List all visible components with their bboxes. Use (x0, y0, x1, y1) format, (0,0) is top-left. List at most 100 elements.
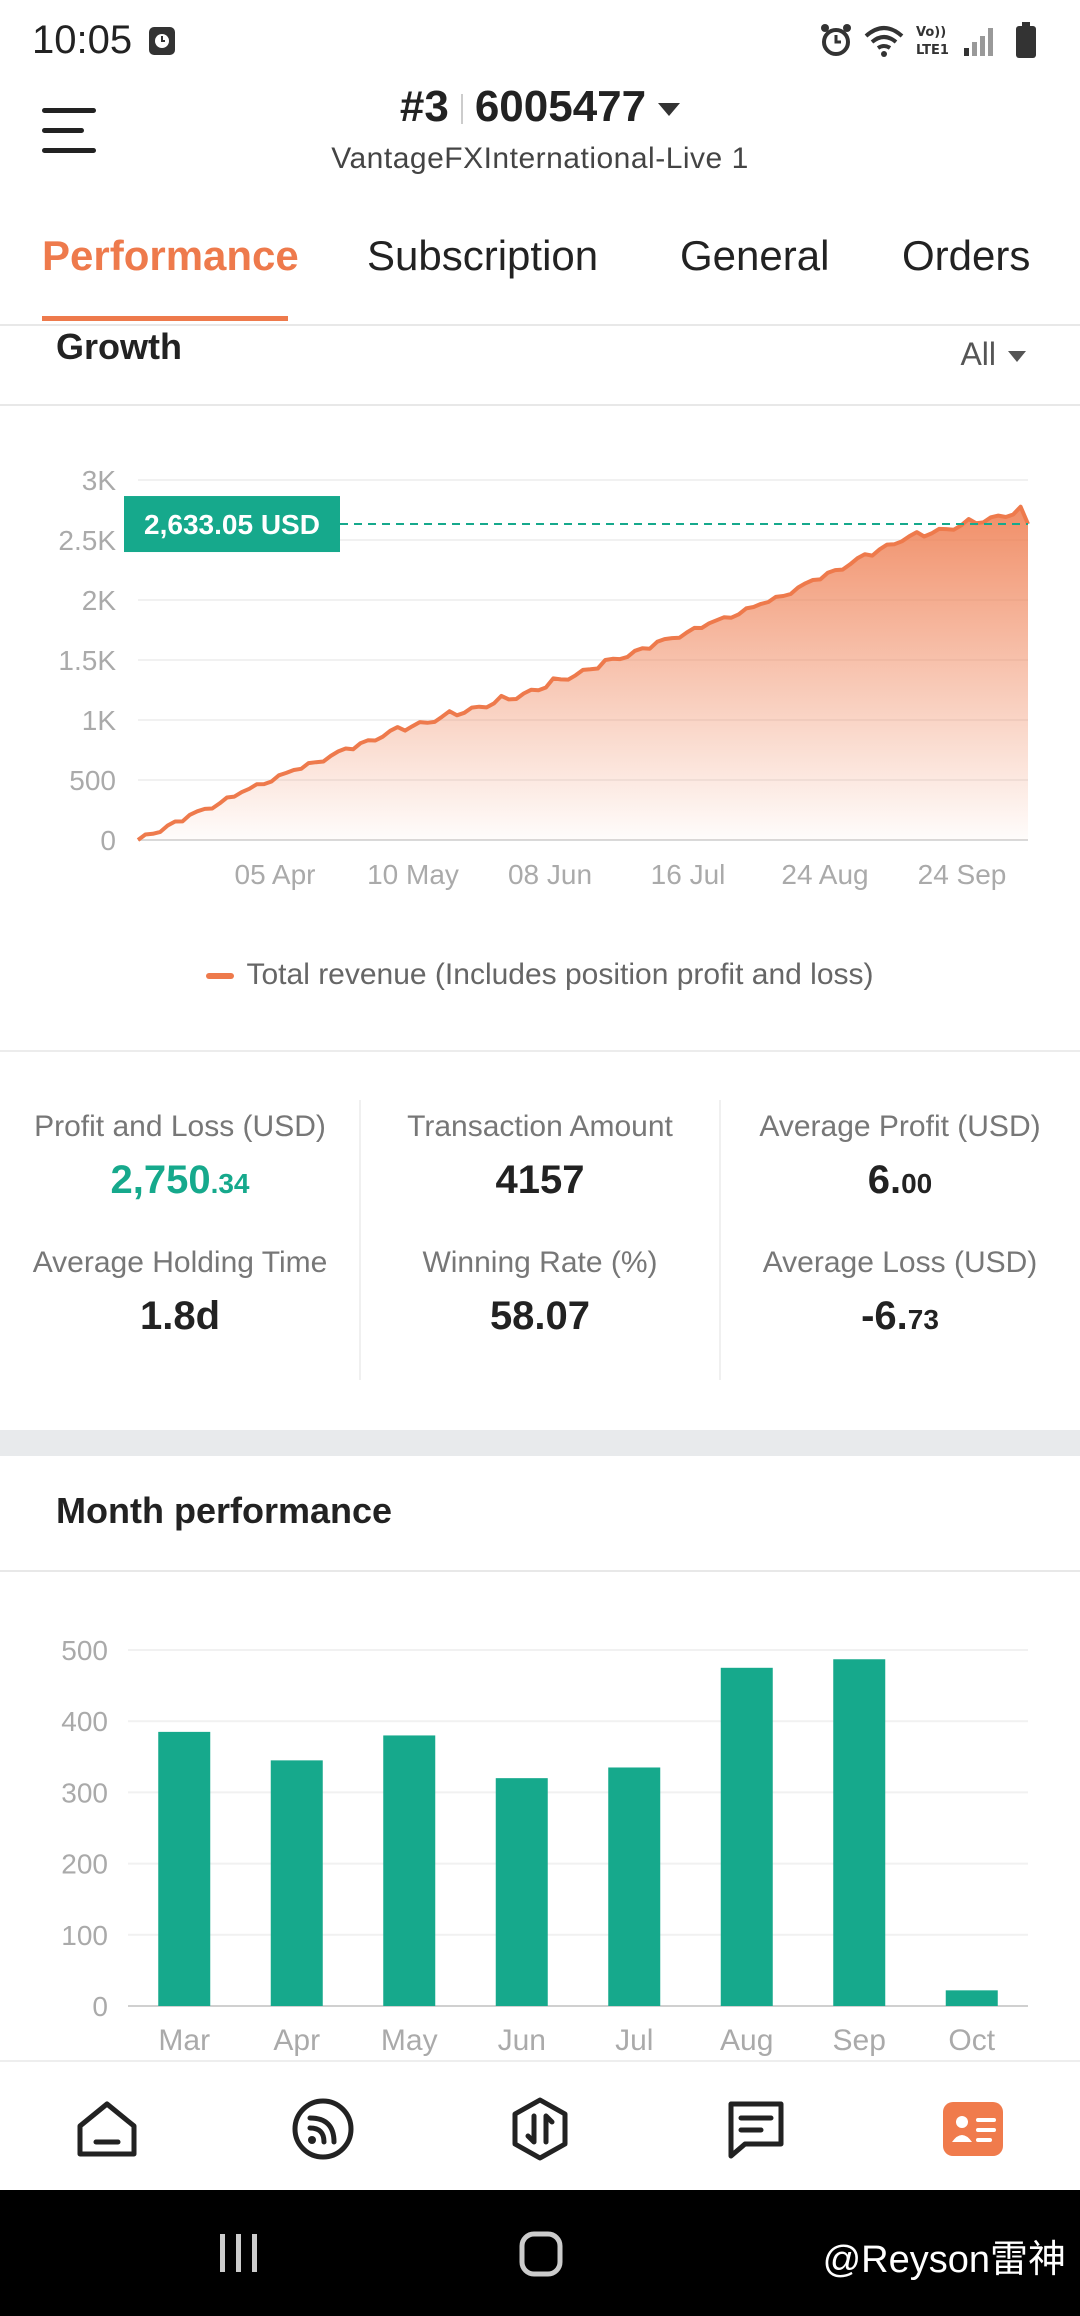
stat-value: 4157 (495, 1158, 585, 1202)
bottom-nav (0, 2060, 1080, 2190)
tab-subscription[interactable]: Subscription (367, 232, 599, 279)
value-tooltip (124, 496, 340, 553)
growth-header: Growth All (0, 326, 1080, 406)
x-tick-label: 08 Jun (508, 859, 592, 890)
growth-area (138, 506, 1028, 840)
battery-icon (1016, 22, 1036, 58)
signal-strength-icon (964, 28, 993, 56)
bar-mar (158, 1731, 211, 2006)
chevron-down-icon (1008, 351, 1026, 363)
bar-oct (945, 1990, 998, 2006)
divider (719, 1100, 721, 1380)
y-tick-label: 500 (61, 1635, 108, 1666)
stat-label: Average Profit (USD) (759, 1110, 1041, 1143)
x-tick-label: 24 Aug (781, 859, 868, 890)
account-number: 6005477 (474, 82, 647, 131)
messages-icon[interactable] (723, 2096, 789, 2162)
stat-value: 58.07 (489, 1294, 591, 1338)
stat-label: Average Loss (USD) (762, 1246, 1038, 1279)
stat-value: 2,750.34 (110, 1158, 250, 1202)
x-tick-label: Mar (158, 2024, 210, 2057)
x-tick-label: 10 May (367, 859, 459, 890)
growth-chart: 0 500 1K 1.5K 2K 2.5K 3K 05 Apr 10 May 08 Jun 16 J… (58, 465, 1030, 890)
menu-button[interactable] (42, 104, 98, 154)
stat-label: Winning Rate (%) (422, 1246, 658, 1279)
y-tick-label: 0 (92, 1991, 108, 2022)
tab-general[interactable]: General (680, 232, 830, 279)
stat-value: 1.8d (139, 1294, 221, 1338)
y-tick-label: 3K (82, 465, 117, 496)
stat-label: Profit and Loss (USD) (34, 1110, 326, 1143)
profile-card-icon[interactable] (940, 2096, 1006, 2162)
home-icon[interactable] (74, 2096, 140, 2162)
account-prefix: #3 (399, 82, 449, 131)
y-tick-label: 0 (100, 825, 116, 856)
growth-filter-dropdown[interactable]: All (960, 336, 1026, 373)
x-tick-label: May (381, 2024, 438, 2057)
tab-performance[interactable]: Performance (42, 232, 299, 279)
wifi-icon (864, 26, 904, 57)
growth-legend: Total revenue (Includes position profit … (0, 958, 1080, 992)
stat-label: Transaction Amount (407, 1110, 673, 1143)
legend-swatch (206, 973, 235, 980)
account-selector[interactable]: #3 6005477 (0, 82, 1080, 132)
x-tick-label: 16 Jul (651, 859, 726, 890)
stat-average-holding-time: Average Holding Time 1.8d (0, 1246, 360, 1339)
bar-jun (495, 1778, 548, 2006)
y-tick-label: 200 (61, 1849, 108, 1880)
x-tick-label: Jun (498, 2024, 546, 2057)
stat-average-profit: Average Profit (USD) 6.00 (720, 1110, 1080, 1203)
x-tick-label: Jul (615, 2024, 653, 2057)
section-separator (0, 1430, 1080, 1456)
system-nav-bar: @Reyson雷神 (0, 2190, 1080, 2316)
bar-jul (608, 1767, 661, 2006)
stat-label: Average Holding Time (32, 1246, 328, 1279)
tab-bar: Performance Subscription General Orders (0, 192, 1080, 326)
bar-may (383, 1735, 436, 2006)
chevron-down-icon (658, 102, 681, 116)
volte-icon: Vo)) LTE1 (916, 25, 949, 58)
stat-value: 6.00 (867, 1158, 933, 1202)
y-tick-label: 300 (61, 1777, 108, 1808)
filter-label: All (960, 336, 996, 372)
home-button-icon[interactable] (518, 2230, 564, 2278)
month-bar-chart: 0 100 200 300 400 500 Mar Apr May Jun Jul Aug Sep Oct (61, 1635, 1028, 2057)
trade-icon[interactable] (507, 2096, 573, 2162)
status-icons: Vo)) LTE1 (821, 22, 1036, 58)
legend-label: Total revenue (Includes position profit … (246, 958, 874, 991)
stat-average-loss: Average Loss (USD) -6.73 (720, 1246, 1080, 1339)
status-time: 10:05 (32, 18, 133, 62)
header: #3 6005477 VantageFXInternational-Live 1 (0, 80, 1080, 192)
x-tick-label: Apr (273, 2024, 320, 2057)
divider (0, 1050, 1080, 1052)
tab-orders[interactable]: Orders (902, 232, 1031, 279)
svg-text:Vo)): Vo)) (916, 25, 946, 40)
status-bar: 10:05 Vo)) LTE1 (0, 0, 1080, 80)
y-tick-label: 2.5K (58, 525, 116, 556)
account-separator (460, 94, 463, 125)
menu-icon-line (42, 148, 96, 153)
bar-apr (270, 1760, 323, 2006)
y-tick-label: 2K (82, 585, 117, 616)
y-tick-label: 1.5K (58, 645, 116, 676)
x-tick-label: Oct (948, 2024, 995, 2057)
month-performance-title: Month performance (56, 1490, 393, 1531)
alarm-icon (821, 24, 851, 56)
watermark-text: @Reyson雷神 (822, 2239, 1066, 2281)
signal-icon[interactable] (290, 2096, 356, 2162)
recent-apps-icon[interactable] (214, 2230, 264, 2276)
bar-sep (833, 1659, 886, 2006)
x-tick-label: 05 Apr (235, 859, 316, 890)
bar-aug (720, 1667, 773, 2006)
menu-icon-line (42, 108, 96, 113)
stat-transaction-amount: Transaction Amount 4157 (360, 1110, 720, 1203)
y-tick-label: 400 (61, 1706, 108, 1737)
server-name: VantageFXInternational-Live 1 (331, 142, 749, 175)
divider (359, 1100, 361, 1380)
x-tick-label: Sep (833, 2024, 886, 2057)
stats-grid: Profit and Loss (USD) 2,750.34 Transacti… (0, 1090, 1080, 1380)
y-tick-label: 1K (82, 705, 117, 736)
x-tick-label: 24 Sep (918, 859, 1007, 890)
menu-icon-line (42, 128, 84, 133)
stat-profit-loss: Profit and Loss (USD) 2,750.34 (0, 1110, 360, 1203)
